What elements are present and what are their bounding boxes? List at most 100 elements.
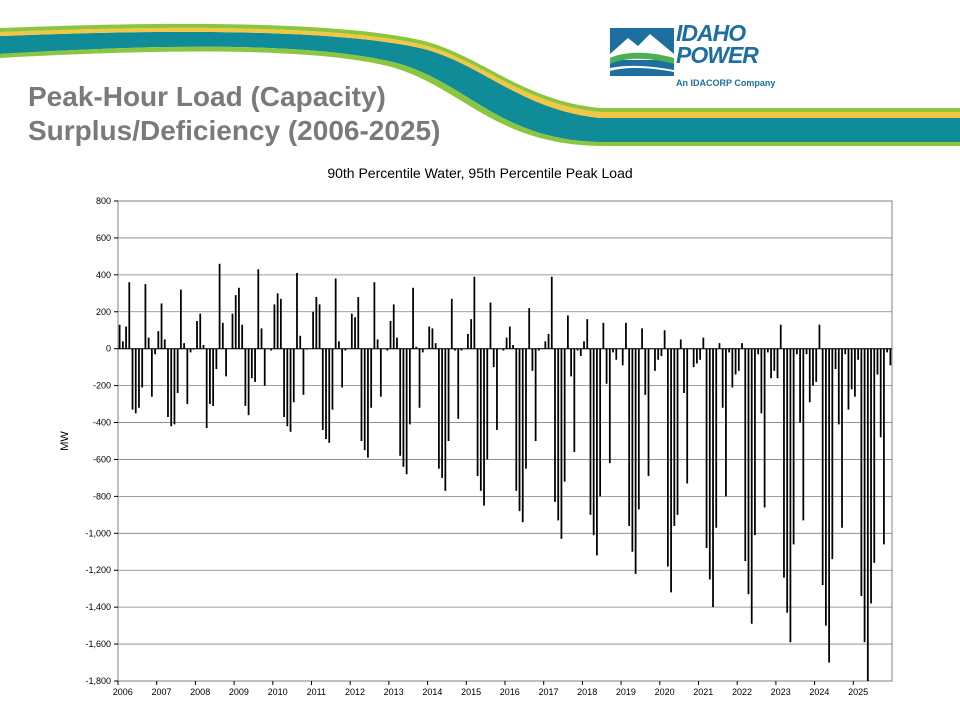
- bar: [138, 348, 140, 408]
- bar: [866, 348, 869, 681]
- bar: [241, 324, 244, 349]
- bar: [396, 337, 398, 349]
- logo-wordmark: IDAHO POWER: [676, 22, 759, 68]
- bar: [625, 322, 627, 349]
- bar: [276, 293, 279, 349]
- chart-title: 90th Percentile Water, 95th Percentile P…: [327, 165, 633, 181]
- bar: [454, 348, 456, 351]
- bar: [470, 319, 473, 349]
- bar: [834, 348, 837, 369]
- bar: [257, 269, 260, 349]
- bar: [505, 337, 508, 349]
- x-tick-label: 2009: [229, 687, 249, 697]
- bar: [647, 348, 650, 477]
- bar: [812, 348, 814, 386]
- bar: [876, 348, 879, 375]
- y-tick-label: 400: [96, 270, 111, 280]
- bar: [341, 348, 344, 388]
- bar: [573, 348, 576, 453]
- bar: [134, 348, 137, 414]
- bar: [657, 348, 660, 360]
- bar: [870, 348, 872, 604]
- bar: [563, 348, 566, 482]
- bar: [708, 348, 711, 580]
- bar: [467, 333, 469, 349]
- bar: [818, 324, 821, 349]
- x-tick-label: 2022: [732, 687, 752, 697]
- bar: [244, 348, 247, 406]
- bar: [328, 348, 331, 443]
- x-tick-label: 2007: [151, 687, 171, 697]
- bar: [534, 348, 537, 441]
- bar: [444, 348, 447, 491]
- bar: [596, 348, 598, 556]
- bar: [205, 348, 208, 429]
- x-tick-label: 2013: [384, 687, 404, 697]
- bar: [392, 304, 395, 349]
- bar: [528, 308, 531, 349]
- bar: [360, 348, 363, 441]
- bar: [847, 348, 850, 410]
- bar: [434, 343, 437, 349]
- bar: [692, 348, 695, 368]
- bar: [225, 348, 227, 377]
- logo-tagline: An IDACORP Company: [676, 78, 776, 88]
- bar: [370, 348, 373, 408]
- x-tick-label: 2010: [268, 687, 288, 697]
- y-tick-label: -1,000: [85, 528, 111, 538]
- logo-line2: POWER: [676, 42, 759, 68]
- bar: [144, 284, 147, 349]
- bar: [415, 346, 418, 349]
- bar: [492, 348, 495, 368]
- bar: [344, 348, 347, 351]
- plot-area-border: [117, 200, 893, 682]
- bar: [479, 348, 482, 491]
- bar: [279, 298, 282, 349]
- bar: [331, 348, 334, 410]
- bar: [121, 341, 124, 349]
- bar: [386, 348, 389, 351]
- bar: [602, 322, 605, 349]
- bar: [683, 348, 685, 393]
- bar: [389, 321, 392, 349]
- bar: [141, 348, 144, 388]
- grid-layer: [117, 200, 893, 682]
- bar: [189, 348, 192, 353]
- bar: [828, 348, 830, 663]
- bar: [363, 348, 366, 451]
- bar: [831, 348, 834, 560]
- bar: [844, 348, 847, 355]
- bar: [734, 348, 737, 375]
- slide-title-line2: Surplus/Deficiency (2006-2025): [28, 115, 441, 146]
- bar: [128, 282, 131, 349]
- bar: [292, 348, 295, 403]
- bar: [805, 348, 808, 355]
- bar: [508, 326, 511, 349]
- y-tick-label: -600: [93, 454, 111, 464]
- y-tick-label: -1,800: [85, 676, 111, 686]
- bar: [183, 343, 185, 349]
- x-tick-label: 2012: [345, 687, 365, 697]
- bar: [476, 348, 479, 477]
- bar: [531, 348, 534, 371]
- axis-layer: 800 600 400 200 0 -200 -400 -600 -800 -1,000 -1,20…: [59, 196, 892, 697]
- bar: [550, 276, 553, 349]
- bar: [379, 348, 382, 397]
- bar: [799, 348, 801, 423]
- bar: [321, 348, 324, 430]
- x-tick-label: 2008: [190, 687, 210, 697]
- bar: [221, 322, 224, 349]
- bar: [841, 348, 843, 528]
- bar: [741, 343, 743, 349]
- bar: [763, 348, 766, 508]
- x-tick-label: 2021: [693, 687, 713, 697]
- bar: [160, 303, 163, 349]
- bar: [518, 348, 521, 512]
- bar: [886, 348, 889, 353]
- bar: [757, 348, 760, 355]
- bar: [441, 348, 443, 478]
- y-tick-label: 800: [96, 196, 111, 206]
- bar: [457, 348, 460, 419]
- bar: [402, 348, 405, 467]
- bar: [621, 348, 624, 366]
